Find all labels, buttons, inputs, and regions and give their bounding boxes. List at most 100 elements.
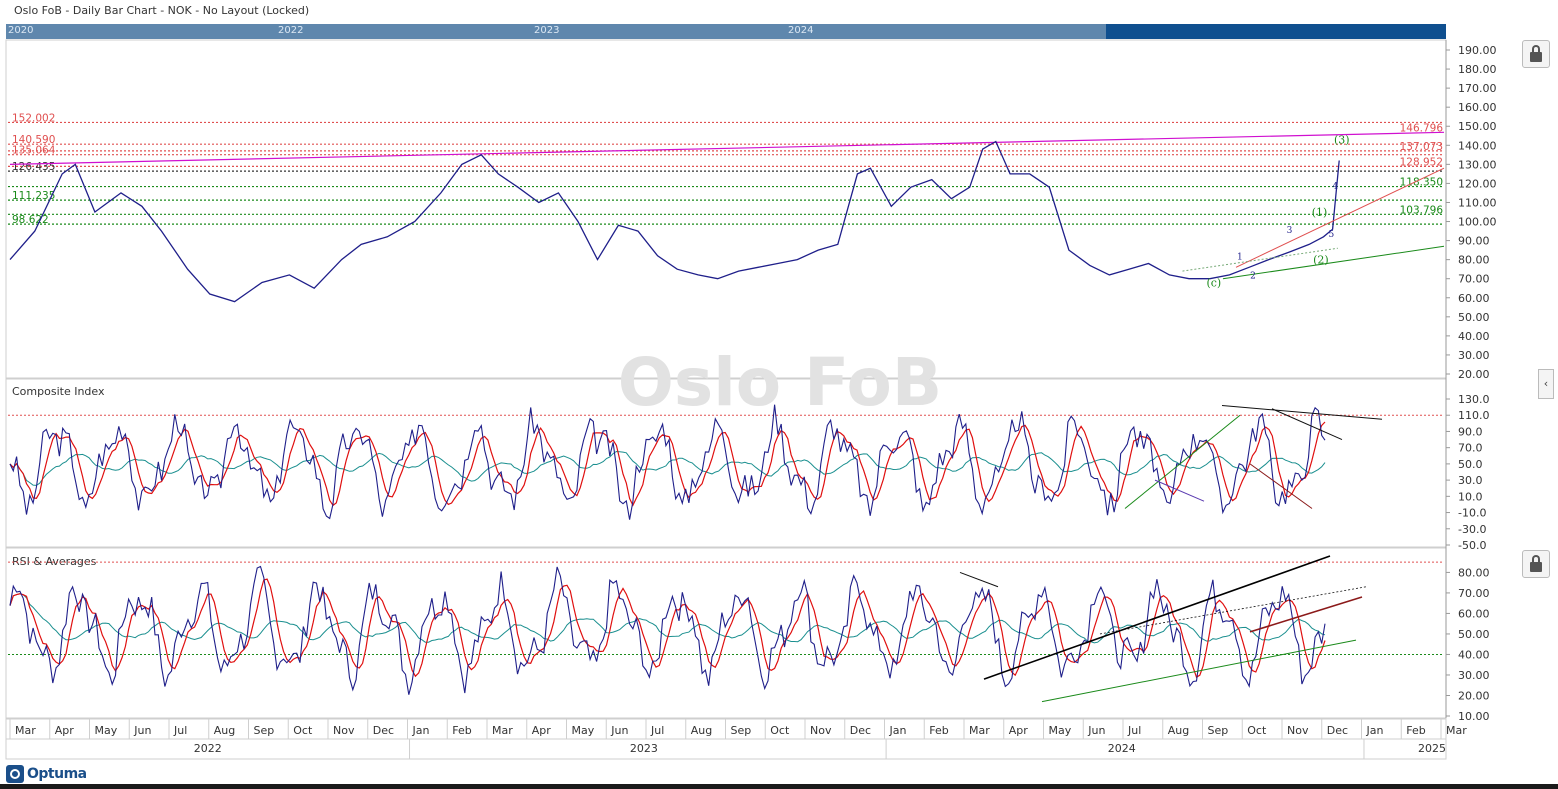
month-label: May — [95, 724, 118, 737]
wave-annotation: 1 — [1237, 253, 1243, 263]
lock-icon[interactable] — [1522, 40, 1550, 68]
year-label: 2024 — [1108, 742, 1136, 755]
support-trendline — [1222, 245, 1445, 280]
wave-annotation: (2) — [1313, 253, 1329, 266]
price-level-label: 103.796 — [1400, 204, 1444, 216]
month-label: Jun — [1087, 724, 1105, 737]
rsi-trendline — [983, 555, 1331, 680]
overview-year-label: 2023 — [534, 25, 560, 36]
ci-trendline — [1271, 408, 1343, 441]
price-level-label: 111.235 — [12, 190, 55, 202]
ci-trendline — [1154, 479, 1205, 502]
overview-year-label: 2020 — [8, 25, 34, 36]
month-label: Dec — [373, 724, 394, 737]
month-label: Nov — [810, 724, 832, 737]
month-label: Sep — [254, 724, 275, 737]
resistance-trendline — [1235, 167, 1445, 268]
wave-annotation: 2 — [1250, 272, 1256, 282]
month-label: Mar — [969, 724, 990, 737]
overview-window[interactable] — [6, 24, 1106, 39]
price-y-tick-label: 190.00 — [1458, 44, 1497, 57]
chevron-left-icon[interactable]: ‹ — [1538, 369, 1554, 399]
rsi-label: RSI & Averages — [12, 555, 97, 568]
rsi-trendline — [1249, 596, 1363, 633]
month-label: Jun — [610, 724, 628, 737]
ci-y-tick-label: 50.0 — [1458, 458, 1483, 471]
price-level-label: 98.622 — [12, 214, 49, 226]
wave-annotation: (1) — [1312, 206, 1328, 219]
time-axis: Mar Apr May Jun Jul Aug Sep Oct Nov Dec Jan Feb Mar A… — [6, 719, 1467, 759]
price-y-tick-label: 150.00 — [1458, 120, 1497, 133]
price-y-tick-label: 20.00 — [1458, 368, 1490, 381]
price-level-label: 152.002 — [12, 112, 55, 124]
month-label: Aug — [691, 724, 712, 737]
ci-trendline — [1249, 463, 1313, 509]
ci-y-tick-label: 90.0 — [1458, 425, 1483, 438]
price-level-label: 140.590 — [12, 134, 55, 146]
month-label: Sep — [1208, 724, 1229, 737]
ci-y-tick-label: -10.0 — [1458, 507, 1486, 520]
price-y-tick-label: 40.00 — [1458, 330, 1490, 343]
optuma-logo-icon — [6, 765, 24, 783]
ci-trendline — [1221, 404, 1383, 420]
overview-year-label: 2024 — [788, 25, 814, 36]
rsi-panel: RSI & Averages 80.00 70.00 60.00 50.00 40.00… — [8, 555, 1490, 723]
year-label: 2022 — [194, 742, 222, 755]
month-label: Mar — [1446, 724, 1467, 737]
rsi-y-tick-label: 30.00 — [1458, 669, 1490, 682]
ci-fast-average — [9, 421, 1326, 507]
month-label: Jan — [412, 724, 430, 737]
optuma-logo: Optuma — [6, 764, 87, 784]
overview-navigator[interactable]: 2020 2022 2023 2024 — [6, 24, 1446, 39]
month-label: Jul — [173, 724, 187, 737]
ci-slow-average — [9, 450, 1326, 486]
month-label: May — [1049, 724, 1072, 737]
ci-line — [9, 404, 1326, 520]
price-y-tick-label: 180.00 — [1458, 63, 1497, 76]
price-series-line — [9, 140, 1340, 303]
price-y-tick-label: 30.00 — [1458, 349, 1490, 362]
composite-index-label: Composite Index — [12, 385, 105, 398]
watermark: Oslo FoB — [618, 344, 942, 421]
month-label: Oct — [1247, 724, 1267, 737]
month-label: Jan — [889, 724, 907, 737]
price-y-tick-label: 130.00 — [1458, 158, 1497, 171]
price-panel: 190.00180.00170.00160.00150.00140.00130.… — [8, 44, 1497, 381]
month-label: Apr — [55, 724, 75, 737]
month-label: Feb — [929, 724, 948, 737]
month-label: Jul — [1127, 724, 1141, 737]
rsi-y-tick-label: 70.00 — [1458, 587, 1490, 600]
price-y-tick-label: 70.00 — [1458, 273, 1490, 286]
window-title: Oslo FoB - Daily Bar Chart - NOK - No La… — [14, 4, 310, 17]
rsi-y-tick-label: 10.00 — [1458, 710, 1490, 723]
price-y-tick-label: 110.00 — [1458, 196, 1497, 209]
rsi-y-tick-label: 50.00 — [1458, 628, 1490, 641]
price-level-label: 137.073 — [1400, 141, 1443, 153]
month-label: Jun — [133, 724, 151, 737]
rsi-trendline — [959, 571, 999, 588]
month-label: Aug — [214, 724, 235, 737]
rsi-trendline — [1041, 639, 1357, 703]
wave-annotation: (c) — [1206, 276, 1221, 289]
wave-annotation: 4 — [1332, 182, 1338, 192]
rsi-slow-average — [9, 593, 1326, 644]
price-y-tick-label: 100.00 — [1458, 216, 1497, 229]
ci-y-tick-label: -50.0 — [1458, 539, 1486, 552]
overview-year-label: 2022 — [278, 25, 304, 36]
price-y-tick-label: 50.00 — [1458, 311, 1490, 324]
month-label: Feb — [452, 724, 471, 737]
month-label: Mar — [492, 724, 513, 737]
rsi-line — [9, 565, 1326, 695]
ci-y-tick-label: 110.0 — [1458, 409, 1490, 422]
month-label: Jan — [1366, 724, 1384, 737]
month-label: Aug — [1168, 724, 1189, 737]
lock-icon[interactable] — [1522, 550, 1550, 578]
ci-y-tick-label: 30.0 — [1458, 474, 1483, 487]
magenta-trendline — [9, 131, 1445, 165]
month-label: Nov — [333, 724, 355, 737]
price-y-tick-label: 170.00 — [1458, 82, 1497, 95]
optuma-logo-text: Optuma — [27, 766, 87, 782]
wave-annotation: 5 — [1328, 230, 1334, 240]
month-label: Dec — [850, 724, 871, 737]
